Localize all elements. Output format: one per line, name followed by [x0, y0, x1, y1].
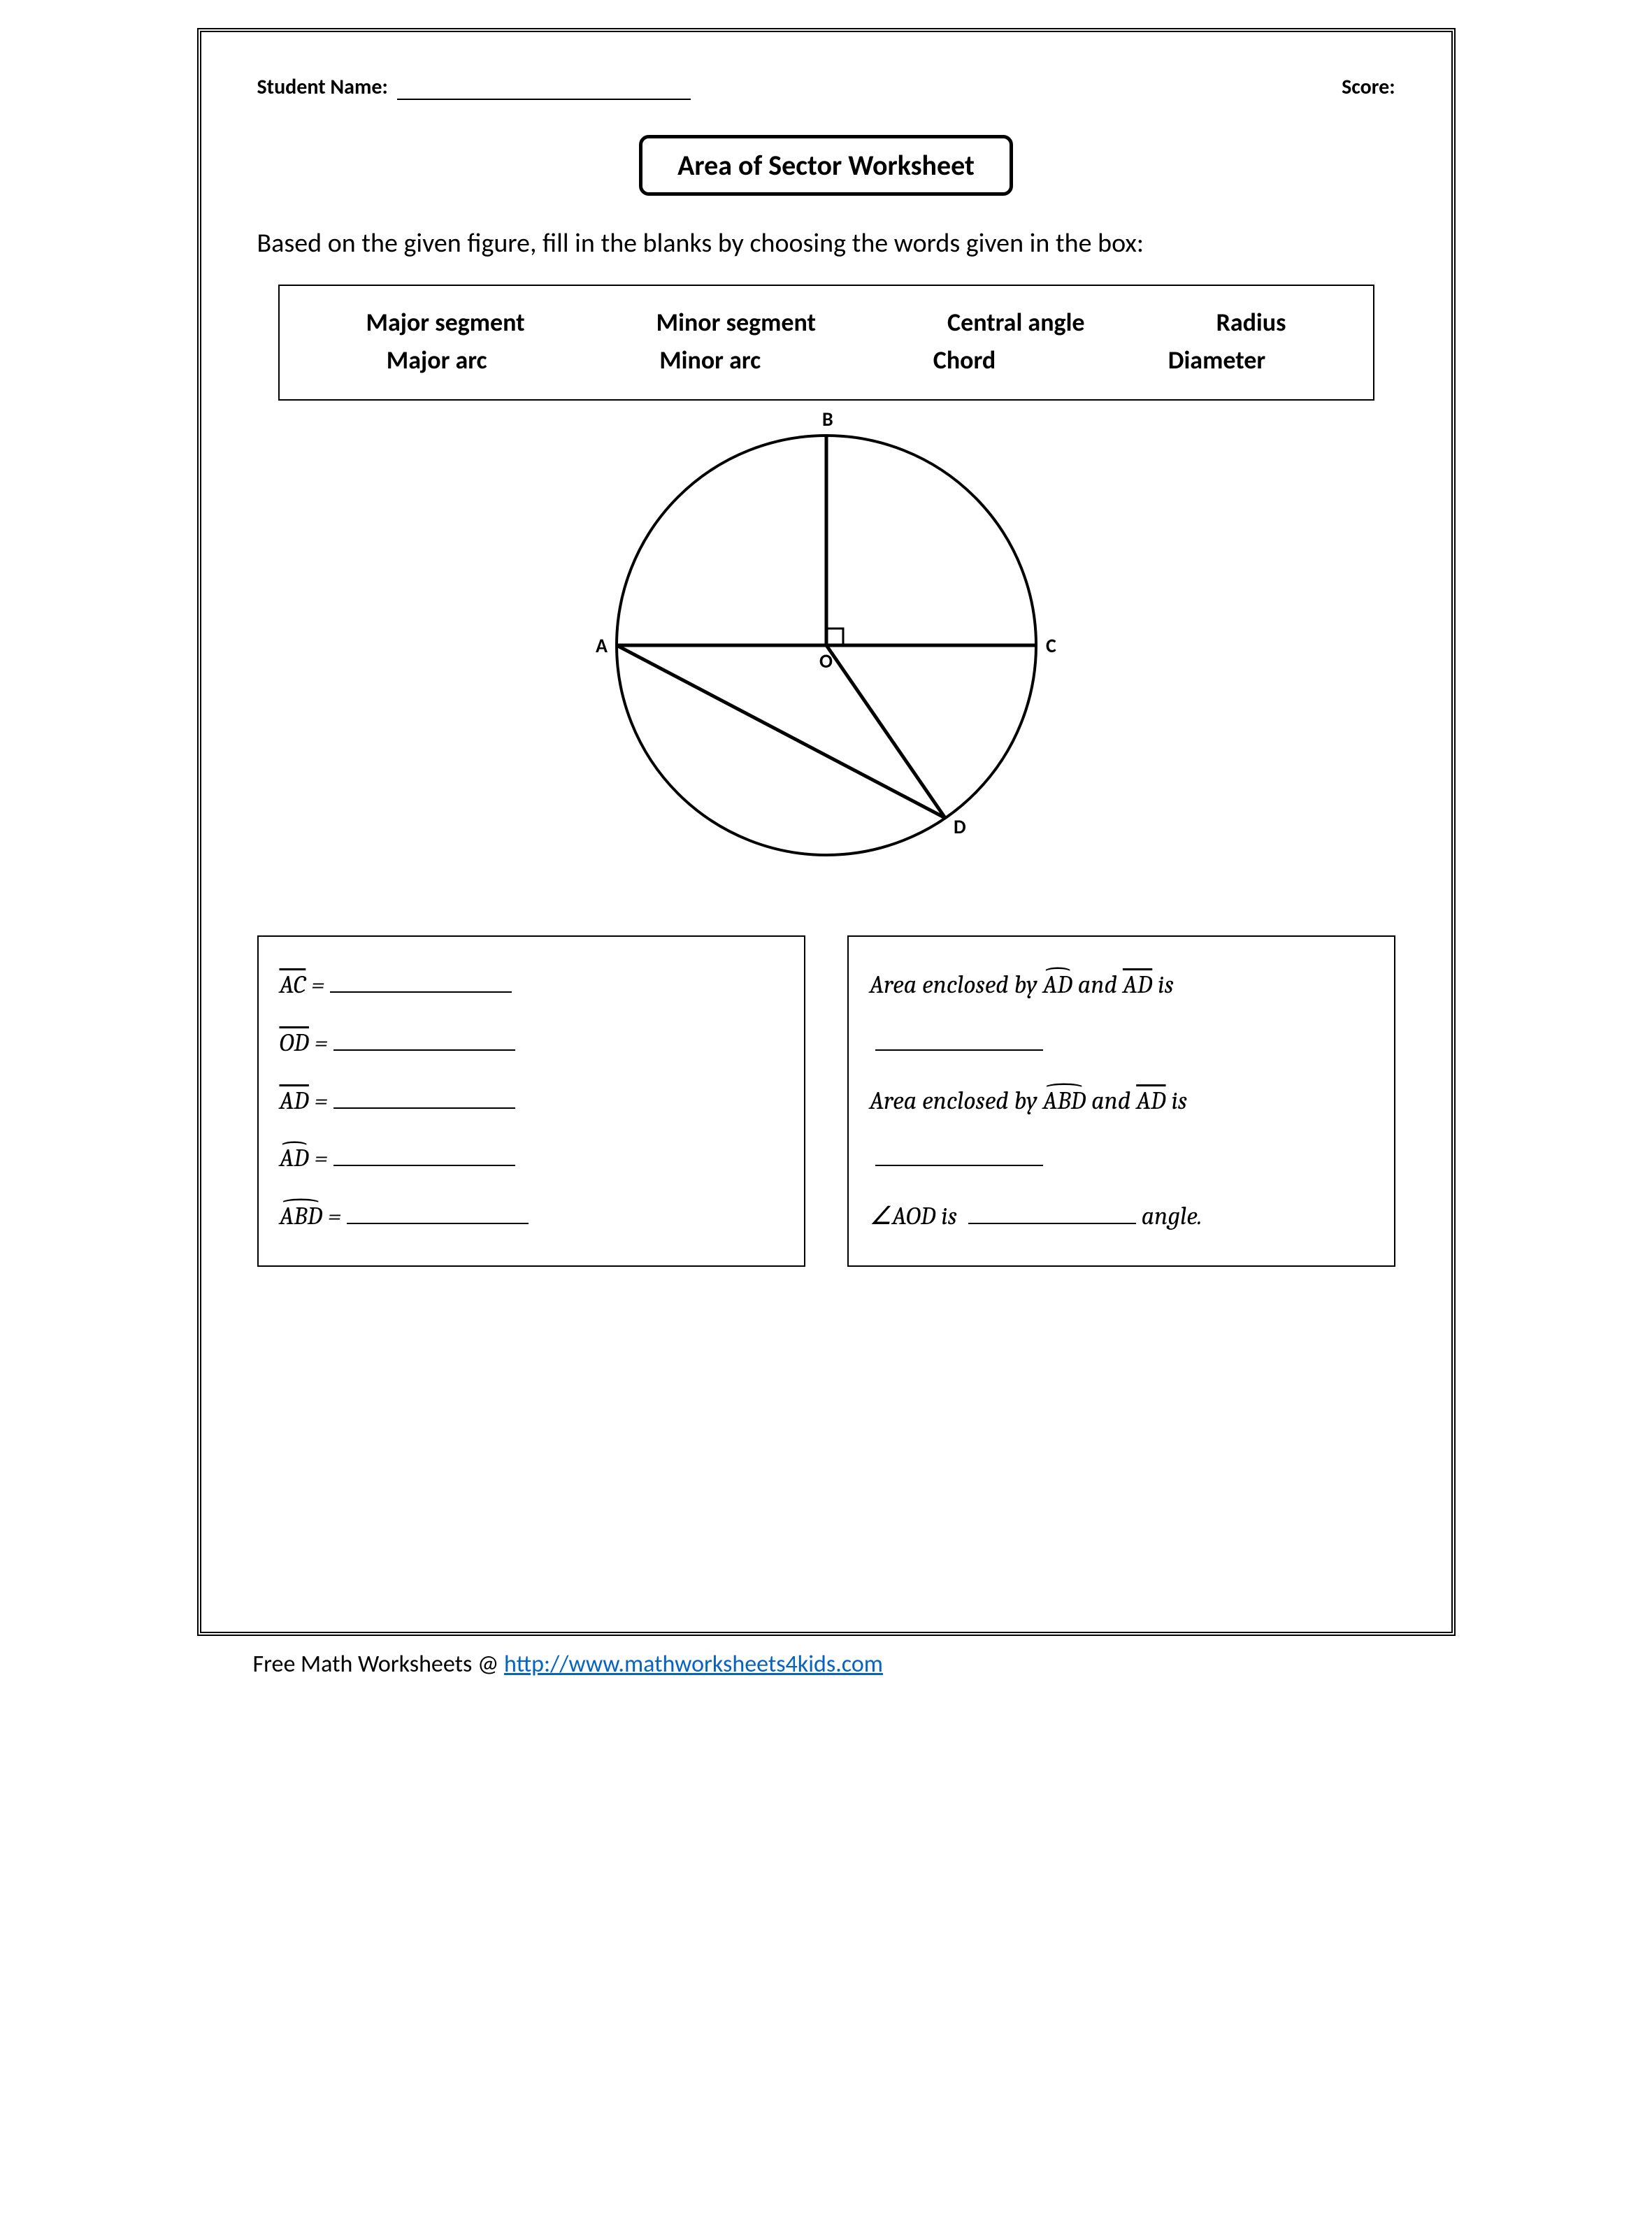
- answer-blank[interactable]: [330, 972, 512, 993]
- math-expression: AD: [1123, 970, 1152, 999]
- math-expression: ABD: [1043, 1072, 1086, 1130]
- math-expression: AD: [1043, 956, 1072, 1014]
- answer-blank[interactable]: [875, 1030, 1043, 1051]
- answer-blank[interactable]: [333, 1147, 515, 1167]
- answer-blank[interactable]: [347, 1204, 529, 1224]
- answer-line: Area enclosed by ABD and AD is: [870, 1072, 1373, 1130]
- word-bank-term: Minor arc: [659, 345, 761, 375]
- figure: A B C D O: [257, 401, 1395, 893]
- student-name-field: Student Name:: [257, 74, 691, 100]
- footer-text: Free Math Worksheets @: [253, 1650, 505, 1679]
- math-expression: AD: [1136, 1086, 1165, 1115]
- worksheet-frame: Student Name: Score: Area of Sector Work…: [197, 28, 1456, 1636]
- word-bank-term: Chord: [933, 345, 996, 375]
- word-bank-term: Radius: [1216, 307, 1286, 338]
- math-expression: AD: [280, 1086, 309, 1115]
- student-name-blank[interactable]: [397, 81, 691, 100]
- student-name-label: Student Name:: [257, 74, 388, 100]
- word-bank-term: Major segment: [366, 307, 525, 338]
- answer-row: AC =OD =AD =AD =ABD = Area enclosed by A…: [257, 935, 1395, 1267]
- word-bank: Major segment Minor segment Central angl…: [278, 285, 1374, 401]
- circle-diagram: A B C D O: [582, 401, 1071, 890]
- answer-line: ABD =: [280, 1188, 783, 1246]
- page: Student Name: Score: Area of Sector Work…: [197, 28, 1456, 1679]
- answer-blank[interactable]: [333, 1089, 515, 1109]
- word-bank-term: Minor segment: [656, 307, 816, 338]
- answer-line: AC =: [280, 956, 783, 1014]
- math-expression: ABD: [280, 1188, 323, 1246]
- answer-line: ∠AOD is angle.: [870, 1188, 1373, 1246]
- instructions: Based on the given figure, fill in the b…: [257, 224, 1395, 264]
- answer-line: AD =: [280, 1072, 783, 1130]
- answer-line: AD =: [280, 1130, 783, 1188]
- svg-text:A: A: [596, 633, 608, 658]
- svg-text:B: B: [822, 407, 833, 431]
- footer-link[interactable]: http://www.mathworksheets4kids.com: [504, 1650, 883, 1679]
- math-expression: AC: [280, 970, 306, 999]
- word-bank-row-2: Major arc Minor arc Chord Diameter: [301, 345, 1352, 375]
- score-label: Score:: [1342, 74, 1395, 100]
- word-bank-term: Central angle: [947, 307, 1085, 338]
- answer-blank[interactable]: [875, 1147, 1043, 1167]
- answer-line: Area enclosed by AD and AD is: [870, 956, 1373, 1014]
- answer-blank[interactable]: [333, 1030, 515, 1051]
- answer-blank[interactable]: [968, 1204, 1136, 1224]
- answer-box-left: AC =OD =AD =AD =ABD =: [257, 935, 805, 1267]
- worksheet-title: Area of Sector Worksheet: [639, 135, 1013, 196]
- svg-text:O: O: [819, 649, 833, 673]
- answer-line: OD =: [280, 1014, 783, 1072]
- footer: Free Math Worksheets @ http://www.mathwo…: [253, 1650, 1456, 1679]
- word-bank-term: Diameter: [1168, 345, 1265, 375]
- header-row: Student Name: Score:: [257, 74, 1395, 100]
- math-expression: OD: [280, 1028, 309, 1057]
- word-bank-term: Major arc: [387, 345, 487, 375]
- svg-text:C: C: [1046, 633, 1056, 658]
- word-bank-row-1: Major segment Minor segment Central angl…: [301, 307, 1352, 338]
- svg-text:D: D: [954, 814, 966, 839]
- answer-box-right: Area enclosed by AD and AD is Area enclos…: [847, 935, 1395, 1267]
